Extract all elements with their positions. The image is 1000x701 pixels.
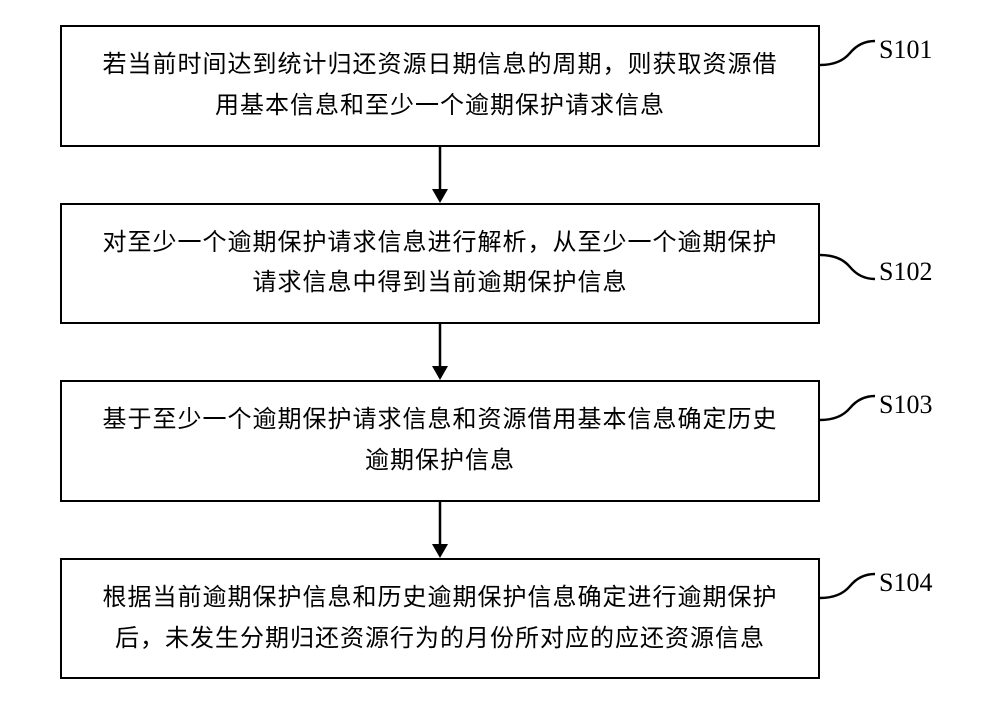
step-label-3: S103 [879, 390, 932, 420]
curve-icon [820, 251, 875, 281]
curve-icon [820, 568, 875, 598]
step-label-1: S101 [879, 35, 932, 65]
step-text-1: 若当前时间达到统计归还资源日期信息的周期，则获取资源借用基本信息和至少一个逾期保… [92, 45, 788, 127]
arrow-1 [60, 147, 820, 203]
label-connector-4: S104 [820, 568, 932, 598]
step-box-2: 对至少一个逾期保护请求信息进行解析，从至少一个逾期保护请求信息中得到当前逾期保护… [60, 203, 820, 325]
step-box-1: 若当前时间达到统计归还资源日期信息的周期，则获取资源借用基本信息和至少一个逾期保… [60, 25, 820, 147]
curve-icon [820, 390, 875, 420]
label-connector-3: S103 [820, 390, 932, 420]
step-box-4: 根据当前逾期保护信息和历史逾期保护信息确定进行逾期保护后，未发生分期归还资源行为… [60, 558, 820, 680]
step-box-3: 基于至少一个逾期保护请求信息和资源借用基本信息确定历史逾期保护信息 [60, 380, 820, 502]
step-text-3: 基于至少一个逾期保护请求信息和资源借用基本信息确定历史逾期保护信息 [92, 400, 788, 482]
label-connector-2: S102 [820, 251, 932, 281]
step-row-4: 根据当前逾期保护信息和历史逾期保护信息确定进行逾期保护后，未发生分期归还资源行为… [60, 558, 940, 680]
step-label-2: S102 [879, 257, 932, 287]
label-connector-1: S101 [820, 35, 932, 65]
step-text-4: 根据当前逾期保护信息和历史逾期保护信息确定进行逾期保护后，未发生分期归还资源行为… [92, 578, 788, 660]
arrow-2 [60, 324, 820, 380]
step-label-4: S104 [879, 568, 932, 598]
curve-icon [820, 35, 875, 65]
arrow-3 [60, 502, 820, 558]
step-text-2: 对至少一个逾期保护请求信息进行解析，从至少一个逾期保护请求信息中得到当前逾期保护… [92, 223, 788, 305]
step-row-2: 对至少一个逾期保护请求信息进行解析，从至少一个逾期保护请求信息中得到当前逾期保护… [60, 203, 940, 325]
step-row-1: 若当前时间达到统计归还资源日期信息的周期，则获取资源借用基本信息和至少一个逾期保… [60, 25, 940, 147]
step-row-3: 基于至少一个逾期保护请求信息和资源借用基本信息确定历史逾期保护信息 S103 [60, 380, 940, 502]
flowchart-container: 若当前时间达到统计归还资源日期信息的周期，则获取资源借用基本信息和至少一个逾期保… [60, 25, 940, 679]
